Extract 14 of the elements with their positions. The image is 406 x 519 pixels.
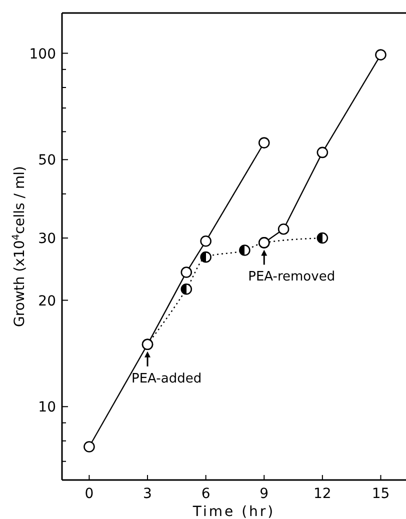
- x-tick-label: 6: [201, 486, 210, 502]
- annotation: PEA-added: [132, 371, 202, 386]
- y-tick-label: 10: [38, 400, 56, 416]
- y-tick-label: 50: [38, 152, 56, 169]
- y-tick-label: 100: [29, 46, 56, 62]
- annotation: PEA-removed: [248, 270, 336, 285]
- x-tick-label: 12: [314, 486, 332, 502]
- x-tick-label: 0: [84, 486, 94, 502]
- y-tick-label: 30: [38, 231, 56, 248]
- x-tick-label: 3: [143, 486, 152, 502]
- x-tick-label: 9: [260, 486, 269, 502]
- x-axis-title: Time (hr): [192, 504, 276, 519]
- x-tick-label: 15: [372, 486, 390, 502]
- y-tick-label: 20: [38, 293, 56, 310]
